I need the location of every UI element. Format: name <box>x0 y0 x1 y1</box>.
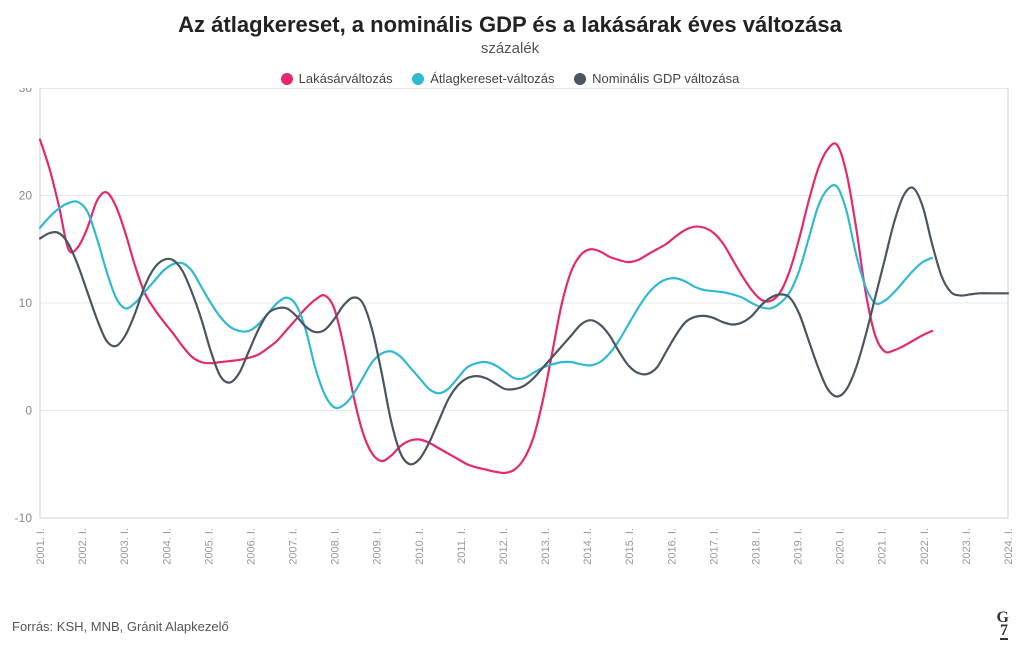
svg-text:2011. I.: 2011. I. <box>456 528 468 564</box>
svg-text:2002. I.: 2002. I. <box>77 528 89 565</box>
svg-text:2012. I.: 2012. I. <box>498 528 510 565</box>
series-line <box>40 185 932 408</box>
svg-text:2017. I.: 2017. I. <box>708 528 720 565</box>
legend-item-0: Lakásárváltozás <box>281 71 393 86</box>
legend-swatch-2 <box>574 73 586 85</box>
legend-label-0: Lakásárváltozás <box>299 71 393 86</box>
legend-swatch-0 <box>281 73 293 85</box>
series-line <box>40 187 1008 464</box>
svg-text:2016. I.: 2016. I. <box>666 528 678 565</box>
chart-area: -10 0 10 20 30 2001. I. 2002. I. 2003. I. 2004.… <box>0 88 1020 588</box>
svg-text:2020. I.: 2020. I. <box>835 528 847 565</box>
svg-text:2023. I.: 2023. I. <box>961 528 973 565</box>
svg-text:2001. I.: 2001. I. <box>35 528 47 565</box>
svg-text:2022. I.: 2022. I. <box>919 528 931 565</box>
legend-swatch-1 <box>412 73 424 85</box>
svg-text:2013. I.: 2013. I. <box>540 528 552 565</box>
svg-text:2010. I.: 2010. I. <box>414 528 426 565</box>
chart-title: Az átlagkereset, a nominális GDP és a la… <box>0 0 1020 38</box>
svg-text:20: 20 <box>19 188 33 202</box>
legend-item-2: Nominális GDP változása <box>574 71 739 86</box>
logo-7: 7 <box>1000 624 1008 640</box>
legend-label-1: Átlagkereset-változás <box>430 71 554 86</box>
svg-text:2004. I.: 2004. I. <box>161 528 173 565</box>
svg-text:2024. I.: 2024. I. <box>1003 528 1015 565</box>
svg-text:2018. I.: 2018. I. <box>750 528 762 565</box>
svg-text:2003. I.: 2003. I. <box>119 528 131 565</box>
svg-text:2014. I.: 2014. I. <box>582 528 594 565</box>
svg-text:10: 10 <box>19 296 33 310</box>
legend-label-2: Nominális GDP változása <box>592 71 739 86</box>
line-chart-svg: -10 0 10 20 30 2001. I. 2002. I. 2003. I. 2004.… <box>0 88 1020 588</box>
legend: Lakásárváltozás Átlagkereset-változás No… <box>0 71 1020 88</box>
chart-subtitle: százalék <box>0 40 1020 57</box>
svg-text:2007. I.: 2007. I. <box>288 528 300 565</box>
series-line <box>40 139 932 472</box>
legend-item-1: Átlagkereset-változás <box>412 71 554 86</box>
svg-text:2015. I.: 2015. I. <box>624 528 636 565</box>
svg-text:2019. I.: 2019. I. <box>793 528 805 565</box>
svg-text:2006. I.: 2006. I. <box>245 528 257 565</box>
svg-text:30: 30 <box>19 88 33 95</box>
source-text: Forrás: KSH, MNB, Gránit Alapkezelő <box>12 619 229 634</box>
svg-text:0: 0 <box>25 403 32 417</box>
svg-text:2021. I.: 2021. I. <box>877 528 889 565</box>
logo: G 7 <box>997 611 1008 640</box>
svg-text:-10: -10 <box>15 511 33 525</box>
svg-text:2009. I.: 2009. I. <box>372 528 384 565</box>
svg-text:2008. I.: 2008. I. <box>330 528 342 565</box>
svg-text:2005. I.: 2005. I. <box>203 528 215 565</box>
